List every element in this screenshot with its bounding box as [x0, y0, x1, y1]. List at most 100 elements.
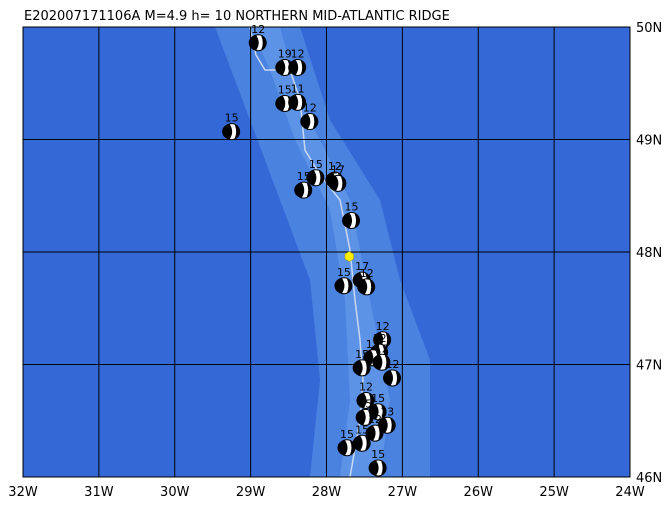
beachball-compression	[275, 60, 286, 75]
beachball-compression	[349, 440, 355, 455]
depth-label: 12	[360, 267, 374, 280]
focal-mechanism: 15	[355, 397, 374, 426]
beachball-compression	[294, 182, 305, 198]
beachball-compression	[300, 60, 306, 75]
depth-label: 12	[359, 381, 373, 394]
x-tick-label: 27W	[388, 485, 418, 500]
focal-mechanism: 15	[294, 170, 313, 199]
y-tick-label: 50N	[636, 21, 662, 36]
beachball-compression	[368, 460, 379, 476]
depth-label: 12	[251, 23, 265, 36]
beachball-compression	[337, 440, 348, 456]
beachball-compression	[395, 371, 401, 385]
beachball-compression	[381, 404, 386, 419]
depth-label: 15	[340, 428, 354, 441]
beachball-compression	[222, 124, 233, 140]
x-tick-label: 29W	[236, 485, 266, 500]
y-tick-label: 46N	[636, 471, 662, 486]
x-tick-label: 24W	[615, 485, 645, 500]
beachball-compression	[306, 183, 312, 198]
depth-label: 12	[386, 358, 400, 371]
focal-mechanism: 15	[222, 112, 241, 141]
x-tick-label: 28W	[312, 485, 342, 500]
beachball-compression	[248, 35, 259, 51]
beachball-compression	[346, 278, 352, 293]
beachball-compression	[312, 114, 318, 129]
depth-label: 15	[371, 392, 385, 405]
beachball-compression	[378, 426, 383, 441]
beachball-compression	[365, 425, 376, 441]
focal-mechanism: 12	[356, 381, 375, 409]
beachball-compression	[334, 278, 345, 294]
focal-mechanism: 15	[352, 423, 371, 452]
depth-label: 15	[355, 423, 369, 436]
map-title: E202007171106A M=4.9 h= 10 NORTHERN MID-…	[24, 9, 450, 24]
beachball-compression	[354, 213, 360, 228]
depth-label: 19	[278, 48, 292, 61]
depth-label: 12	[375, 342, 389, 355]
beachball-compression	[275, 96, 286, 111]
depth-label: 15	[309, 158, 323, 171]
y-tick-label: 47N	[636, 359, 662, 374]
beachball-compression	[381, 461, 386, 475]
focal-mechanism: 17	[328, 163, 347, 192]
depth-label: 12	[373, 332, 387, 345]
depth-label: 12	[291, 48, 305, 61]
x-tick-label: 25W	[539, 485, 569, 500]
focal-mechanism: 12	[357, 267, 376, 296]
depth-label: 12	[376, 320, 390, 333]
focal-mechanism: 15	[306, 158, 325, 187]
beachball-compression	[300, 114, 311, 129]
beachball-compression	[385, 332, 391, 347]
depth-label: 15	[225, 112, 239, 125]
beachball-compression	[261, 35, 267, 50]
beachball-compression	[352, 360, 363, 376]
beachball-compression	[365, 360, 370, 375]
x-tick-label: 26W	[464, 485, 494, 500]
depth-label: 17	[355, 260, 369, 273]
x-tick-label: 31W	[84, 485, 114, 500]
beachball-compression	[234, 124, 240, 139]
focal-mechanism: 12	[300, 102, 319, 130]
focal-mechanism: 15	[342, 201, 361, 229]
depth-label: 15	[278, 84, 292, 97]
beachball-compression	[340, 176, 346, 191]
map-frame	[22, 26, 631, 478]
beachball-compression	[300, 95, 306, 110]
beachball-compression	[373, 332, 384, 348]
focal-mechanism: 11	[288, 82, 307, 111]
beachball-compression	[288, 60, 299, 75]
beachball-compression	[355, 409, 366, 425]
depth-label: 15	[297, 170, 311, 183]
x-tick-label: 30W	[160, 485, 190, 500]
depth-label: 12	[368, 413, 382, 426]
focal-mechanism: 12	[372, 342, 391, 371]
depth-label: 15	[366, 338, 380, 351]
focal-mechanism: 12	[383, 358, 402, 387]
focal-mechanism: 15	[334, 266, 353, 295]
depth-label: 12	[328, 160, 342, 173]
focal-mechanism: 12	[248, 23, 267, 52]
beachball-compression	[369, 279, 375, 294]
depth-label: 12	[303, 102, 317, 115]
beachball-compression	[383, 370, 394, 386]
focal-mechanism: 15	[337, 428, 356, 457]
depth-label: 11	[291, 82, 305, 95]
beachball-compression	[357, 279, 368, 295]
depth-label: 15	[355, 348, 369, 361]
focal-mechanism: 12	[288, 48, 307, 76]
focal-mechanism: 15	[368, 448, 387, 477]
beachball-compression	[384, 355, 390, 370]
beachball-compression	[318, 170, 324, 185]
beachball-compression	[372, 354, 383, 370]
depth-label: 15	[337, 266, 351, 279]
depth-label: 13	[380, 405, 394, 418]
depth-label: 15	[371, 448, 385, 461]
beachball-compression	[342, 213, 353, 228]
y-tick-label: 48N	[636, 246, 662, 261]
depth-label: 15	[358, 397, 372, 410]
beachball-compression	[288, 94, 299, 110]
x-tick-label: 32W	[8, 485, 38, 500]
beachball-compression	[306, 170, 317, 186]
